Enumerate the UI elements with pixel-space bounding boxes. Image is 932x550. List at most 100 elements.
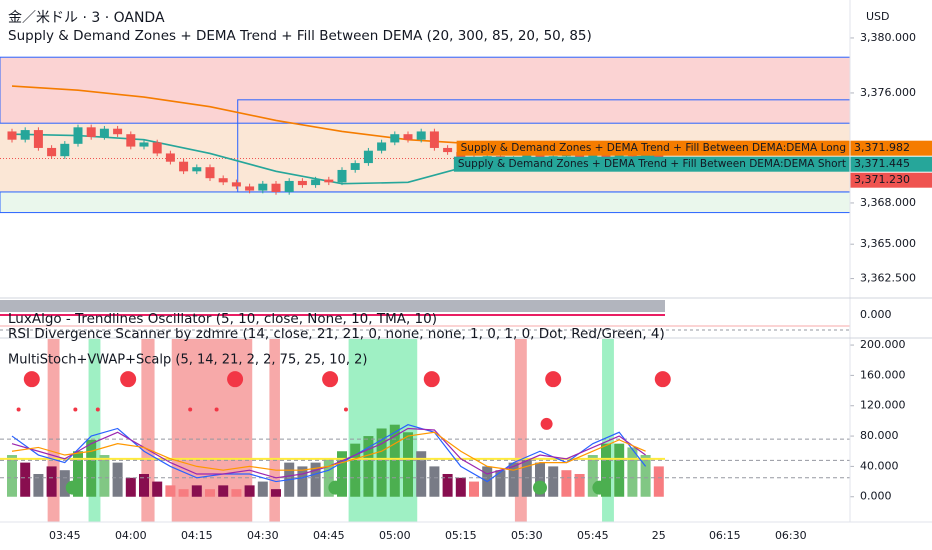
histogram-bar xyxy=(601,443,611,497)
histogram-bar xyxy=(429,466,440,497)
candle-body xyxy=(205,167,215,179)
signal-marker xyxy=(227,371,244,388)
candle-body xyxy=(350,163,360,170)
candle-body xyxy=(152,142,162,154)
histogram-bar xyxy=(112,462,123,497)
candle-body xyxy=(60,143,70,157)
y-tick-label: 3,380.000 xyxy=(860,31,916,44)
histogram-bar xyxy=(495,470,506,497)
histogram-bar xyxy=(139,473,149,497)
signal-marker xyxy=(214,407,219,412)
signal-marker xyxy=(540,417,553,430)
histogram-bar xyxy=(323,458,334,497)
candle-body xyxy=(324,179,334,183)
signal-marker xyxy=(322,371,339,388)
signal-marker xyxy=(343,407,348,412)
y-tick-label: 3,376.000 xyxy=(860,86,916,99)
histogram-bar xyxy=(337,451,347,497)
candle-body xyxy=(403,134,413,140)
x-tick-label: 04:00 xyxy=(115,529,147,542)
y-tick-label: 40.000 xyxy=(860,459,899,472)
zone xyxy=(0,191,851,214)
candle-body xyxy=(20,130,30,140)
signal-marker xyxy=(592,480,607,495)
candle-body xyxy=(311,179,321,186)
candle-body xyxy=(218,178,228,183)
histogram-bar xyxy=(442,473,453,497)
candle-body xyxy=(192,167,202,172)
histogram-bar xyxy=(416,451,427,497)
histogram-bar xyxy=(561,470,572,497)
histogram-bar xyxy=(191,485,202,497)
candle-body xyxy=(258,183,268,191)
histogram-bar xyxy=(363,436,374,497)
signal-marker xyxy=(65,480,80,495)
candle-body xyxy=(165,153,175,162)
histogram-bar xyxy=(627,447,638,497)
symbol: 金／米ドル · 3 · OANDA xyxy=(8,10,165,26)
histogram-bar xyxy=(257,481,268,497)
line-name-label: Supply & Demand Zones + DEMA Trend + Fil… xyxy=(458,158,846,170)
candle-body xyxy=(139,142,149,147)
histogram-bar xyxy=(614,443,625,497)
candle-body xyxy=(33,130,43,148)
line-name-box xyxy=(456,140,850,156)
price-label-box xyxy=(850,156,932,172)
histogram-bar xyxy=(7,455,17,497)
signal-marker xyxy=(16,407,21,412)
x-tick-label: 05:45 xyxy=(577,529,609,542)
signal-marker xyxy=(120,371,137,388)
histogram-bar xyxy=(455,477,466,497)
y-tick-label: 160.000 xyxy=(860,368,906,381)
candle-body xyxy=(245,186,255,191)
histogram-bar xyxy=(653,466,664,497)
y-tick-label: 0.000 xyxy=(860,490,892,503)
x-tick-label: 06:30 xyxy=(775,529,807,542)
candle-body xyxy=(429,131,439,148)
stoch-line xyxy=(11,424,647,483)
histogram-bar xyxy=(178,489,189,497)
signal-marker xyxy=(188,407,193,412)
histogram-bar xyxy=(469,481,479,497)
x-tick-label: 05:00 xyxy=(379,529,411,542)
candle-body xyxy=(113,128,123,135)
candle-body xyxy=(588,153,598,159)
price-label-box xyxy=(850,140,932,156)
candle-body xyxy=(443,147,453,153)
histogram-bar xyxy=(86,439,97,497)
x-tick-label: 04:15 xyxy=(181,529,213,542)
signal-band xyxy=(602,339,614,522)
histogram-bar xyxy=(125,477,136,497)
histogram-bar xyxy=(244,485,255,497)
histogram-bar xyxy=(587,455,598,497)
signal-marker xyxy=(545,371,562,388)
candle-body xyxy=(416,131,426,140)
histogram-bar xyxy=(20,462,31,497)
y-tick-label: 0.000 xyxy=(860,308,892,321)
price-label: 3,371.230 xyxy=(854,173,910,186)
currency: USD xyxy=(866,10,890,23)
y-tick-label: 3,365.000 xyxy=(860,237,916,250)
plot: 3,380.000 3,376.000 3,368.000 3,365.000 3,36… xyxy=(0,31,932,542)
stoch-line xyxy=(11,431,646,471)
signal-band xyxy=(47,339,60,522)
candle-body xyxy=(297,180,307,186)
histogram-bar xyxy=(99,455,110,497)
x-tick-label: 25 xyxy=(652,529,666,542)
x-tick-label: 04:45 xyxy=(313,529,345,542)
histogram-bar xyxy=(33,473,44,497)
signal-marker xyxy=(73,407,78,412)
histogram-bar xyxy=(297,466,308,497)
candle-body xyxy=(271,183,281,192)
signal-band xyxy=(514,339,527,522)
histogram-bar xyxy=(46,466,57,497)
zone xyxy=(0,56,851,124)
indicator-title: Supply & Demand Zones + DEMA Trend + Fil… xyxy=(8,28,592,44)
oscillator-fill xyxy=(0,300,665,312)
candle-body xyxy=(654,153,664,159)
histogram-bar xyxy=(376,428,387,497)
x-tick-label: 05:15 xyxy=(445,529,477,542)
y-tick-label: 200.000 xyxy=(860,338,906,351)
pane-title: MultiStoch+VWAP+Scalp (5, 14, 21, 2, 2, … xyxy=(8,353,367,368)
